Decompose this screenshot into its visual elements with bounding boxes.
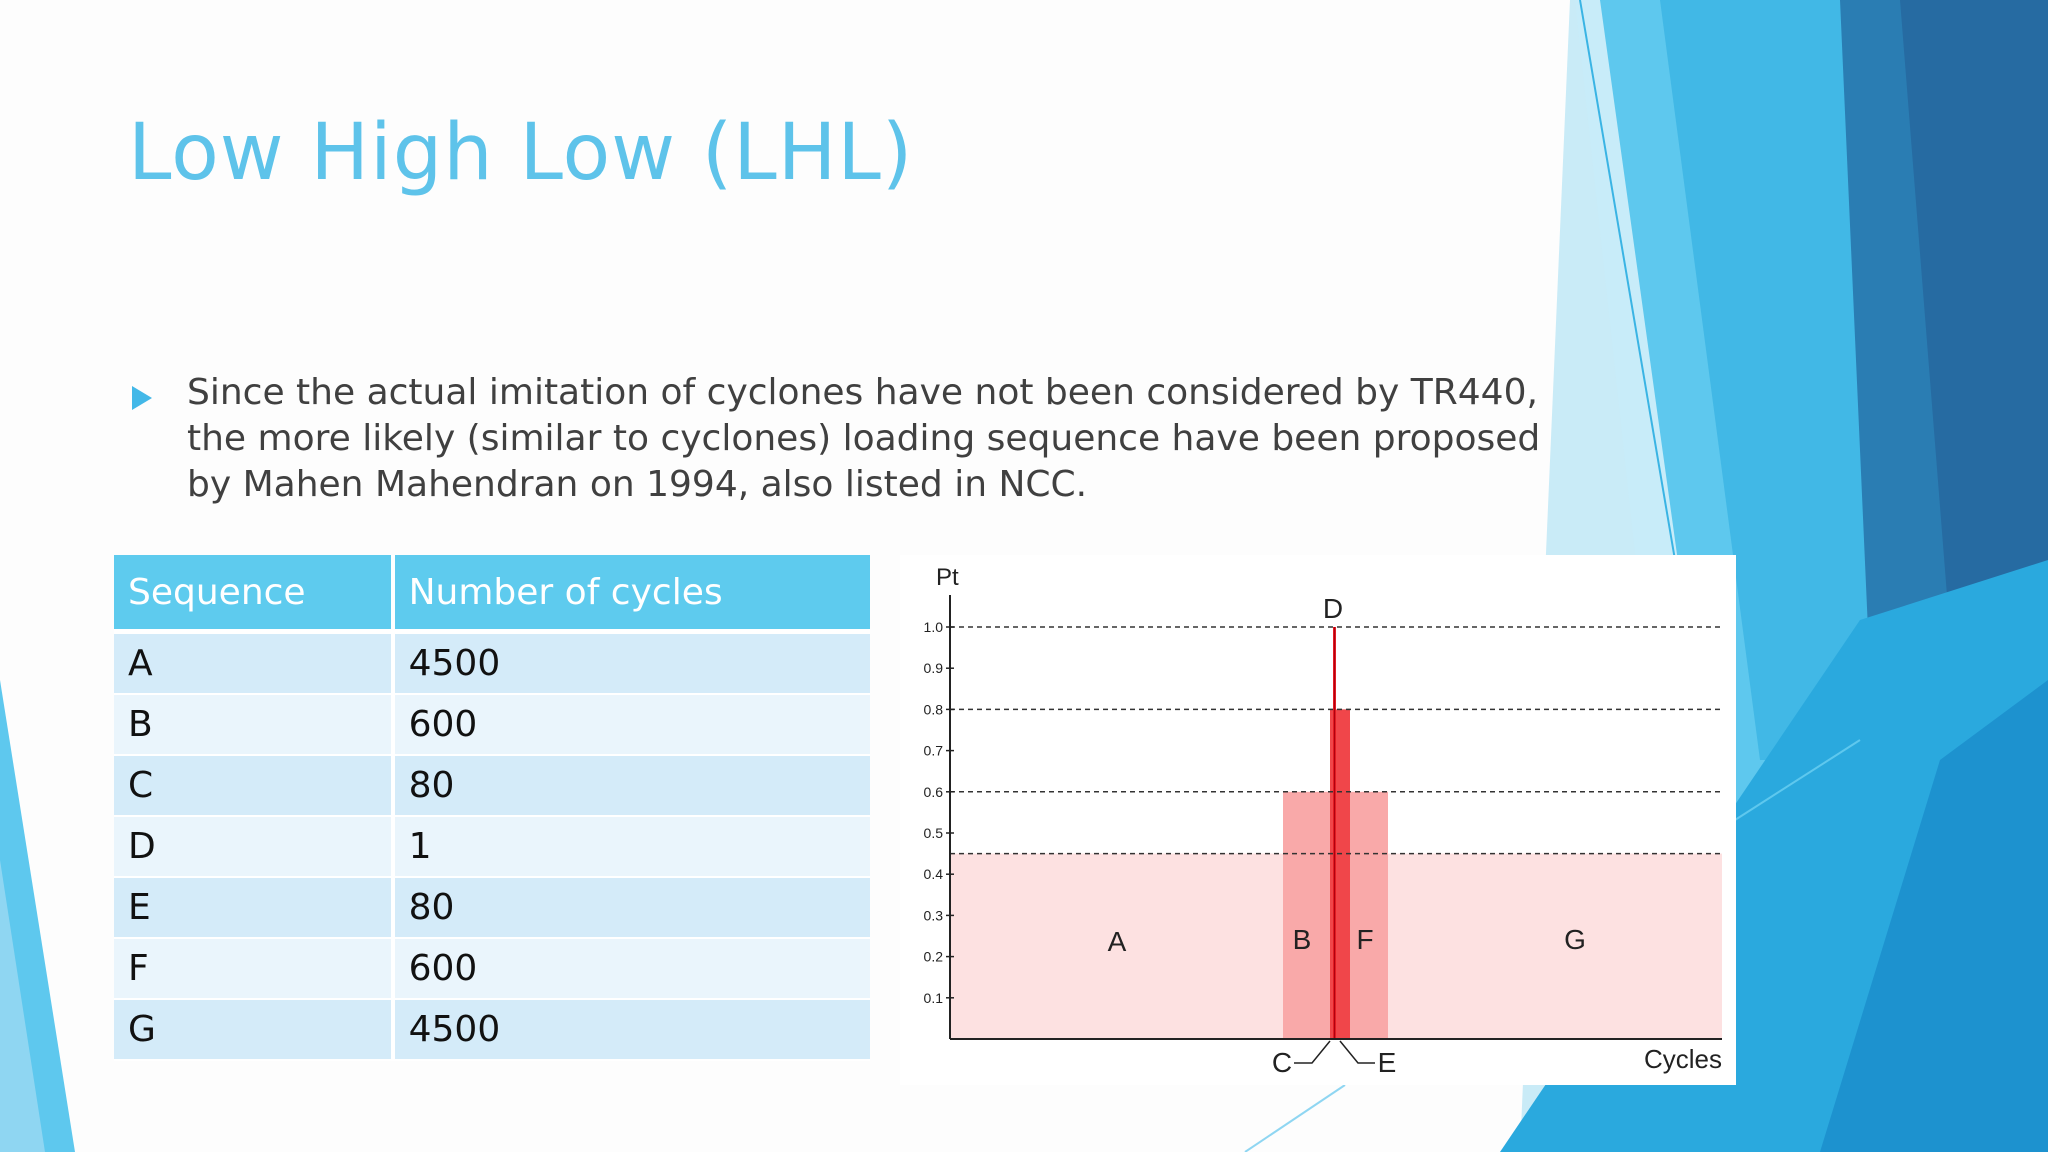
- block-a: [950, 853, 1283, 1039]
- cycles-cell: 1: [390, 817, 870, 878]
- y-tick-label: 0.9: [924, 660, 944, 676]
- bullet-point: Since the actual imitation of cyclones h…: [132, 370, 1552, 508]
- table-row: F 600: [114, 939, 870, 1000]
- cycles-cell: 80: [390, 756, 870, 817]
- block-f: [1350, 791, 1388, 1039]
- block-label-e: E: [1378, 1047, 1397, 1078]
- block-label-g: G: [1564, 924, 1586, 955]
- block-g: [1388, 853, 1722, 1039]
- block-label-a: A: [1108, 926, 1127, 957]
- sequence-cell: D: [114, 817, 391, 878]
- block-label-f: F: [1356, 924, 1373, 955]
- y-tick-label: 0.8: [924, 701, 944, 717]
- loading-sequence-chart: 0.1 0.2 0.3 0.4 0.5 0.6 0.7 0.8 0.9 1.0 Pt Cycles A B…: [900, 555, 1736, 1085]
- table-row: D 1: [114, 817, 870, 878]
- bullet-text: Since the actual imitation of cyclones h…: [187, 372, 1541, 505]
- cycles-cell: 80: [390, 878, 870, 939]
- block-e: [1340, 709, 1350, 1039]
- bullet-arrow-icon: [132, 386, 152, 410]
- cycles-cell: 4500: [390, 1000, 870, 1061]
- x-axis-label: Cycles: [1644, 1044, 1722, 1074]
- sequence-cell: C: [114, 756, 391, 817]
- y-tick-label: 0.6: [924, 784, 944, 800]
- table-row: G 4500: [114, 1000, 870, 1061]
- sequence-cell: A: [114, 634, 391, 695]
- chart-svg: 0.1 0.2 0.3 0.4 0.5 0.6 0.7 0.8 0.9 1.0 Pt Cycles A B…: [924, 564, 1722, 1078]
- cycles-cell: 600: [390, 939, 870, 1000]
- sequence-cell: G: [114, 1000, 391, 1061]
- table-row: C 80: [114, 756, 870, 817]
- sequence-cell: E: [114, 878, 391, 939]
- y-tick-label: 0.2: [924, 949, 944, 965]
- block-label-b: B: [1293, 924, 1312, 955]
- sequence-table: Sequence Number of cycles A 4500 B 600 C…: [114, 555, 870, 1061]
- y-tick-label: 0.5: [924, 825, 944, 841]
- cycles-cell: 4500: [390, 634, 870, 695]
- sequence-cell: B: [114, 695, 391, 756]
- y-tick-label: 0.4: [924, 866, 944, 882]
- y-axis-label: Pt: [936, 564, 959, 591]
- block-label-d: D: [1323, 593, 1343, 624]
- block-b: [1283, 791, 1330, 1039]
- pointer-c: [1294, 1040, 1331, 1064]
- sequence-cell: F: [114, 939, 391, 1000]
- table-row: A 4500: [114, 634, 870, 695]
- table-row: B 600: [114, 695, 870, 756]
- cycles-cell: 600: [390, 695, 870, 756]
- header-number-of-cycles: Number of cycles: [390, 555, 870, 634]
- table-header-row: Sequence Number of cycles: [114, 555, 870, 634]
- header-sequence: Sequence: [114, 555, 391, 634]
- block-label-c: C: [1272, 1047, 1292, 1078]
- table-row: E 80: [114, 878, 870, 939]
- y-tick-label: 1.0: [924, 619, 944, 635]
- slide-title: Low High Low (LHL): [128, 108, 914, 198]
- y-tick-label: 0.1: [924, 990, 944, 1006]
- y-tick-label: 0.7: [924, 743, 944, 759]
- pointer-e: [1339, 1040, 1375, 1064]
- y-tick-label: 0.3: [924, 907, 944, 923]
